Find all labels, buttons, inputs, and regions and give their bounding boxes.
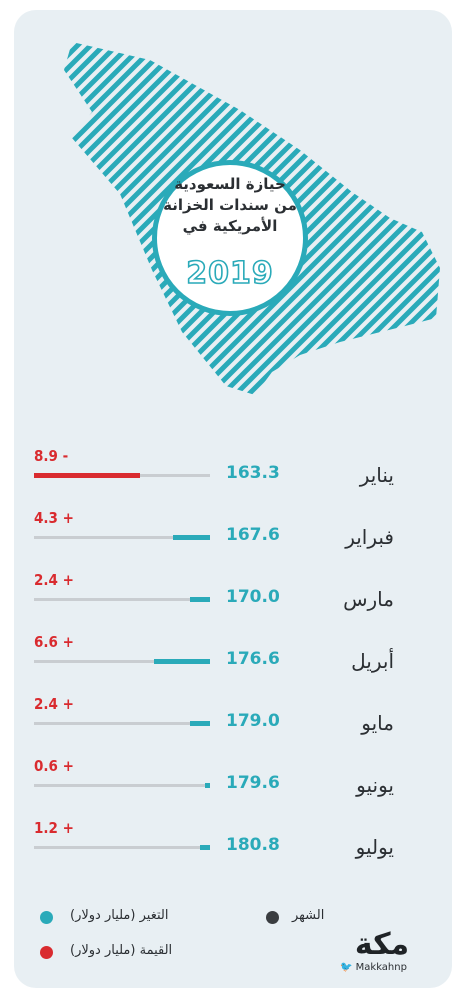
chart-title: حيازة السعودية من سندات الخزانة الأمريكي… xyxy=(162,174,298,237)
map-stripe xyxy=(64,42,86,395)
brand-logo: مكة xyxy=(354,927,410,962)
map-stripe xyxy=(0,0,32,400)
map-stripe xyxy=(0,0,19,400)
map-stripe xyxy=(0,0,45,400)
change-label: 2.4 + xyxy=(34,695,74,713)
change-bar xyxy=(199,845,210,850)
month-label: يناير xyxy=(359,463,394,487)
map-stripe xyxy=(0,0,6,400)
map-stripe xyxy=(234,42,440,395)
bar-track xyxy=(34,660,210,663)
legend-month-label: الشهر xyxy=(292,908,325,923)
map-stripe xyxy=(377,42,440,395)
bar-track xyxy=(34,846,210,849)
map-stripe xyxy=(64,42,190,395)
change-label: 4.3 + xyxy=(34,509,74,527)
title-circle xyxy=(152,160,308,316)
change-label: 0.6 + xyxy=(34,757,74,775)
value-label: 180.8 xyxy=(226,835,280,855)
map-stripe xyxy=(64,42,99,395)
change-label: 8.9 - xyxy=(34,447,69,465)
title-line-3: الأمريكية في xyxy=(182,217,278,235)
chart-row: 0.6 + 179.6 يونيو xyxy=(0,757,462,807)
brand-handle-text: Makkahnp xyxy=(355,962,407,973)
chart-row: 4.3 + 167.6 فبراير xyxy=(0,509,462,559)
map-stripe xyxy=(64,42,151,395)
map-stripe xyxy=(64,42,164,395)
bar-track xyxy=(34,536,210,539)
map-stripe xyxy=(325,42,440,395)
map-stripe xyxy=(143,42,440,395)
value-label: 167.6 xyxy=(226,525,280,545)
change-bar xyxy=(204,783,210,788)
change-bar xyxy=(173,535,210,540)
month-label: مارس xyxy=(343,587,394,611)
legend-value-dot xyxy=(40,946,53,959)
value-label: 163.3 xyxy=(226,463,280,483)
chart-row: 6.6 + 176.6 أبريل xyxy=(0,633,462,683)
chart-row: 1.2 + 180.8 يوليو xyxy=(0,819,462,869)
change-label: 6.6 + xyxy=(34,633,74,651)
value-label: 179.0 xyxy=(226,711,280,731)
month-label: مايو xyxy=(361,711,394,735)
change-bar xyxy=(153,659,210,664)
value-label: 179.6 xyxy=(226,773,280,793)
value-label: 176.6 xyxy=(226,649,280,669)
map-stripe xyxy=(0,0,58,400)
map-stripe xyxy=(429,42,440,395)
map-stripe xyxy=(364,42,440,395)
month-label: يوليو xyxy=(355,835,394,859)
map-stripe xyxy=(64,42,229,395)
map-stripe xyxy=(64,42,112,395)
map-stripe xyxy=(457,0,462,400)
map-stripe xyxy=(351,42,440,395)
bar-track xyxy=(34,598,210,601)
month-label: يونيو xyxy=(356,773,394,797)
month-label: فبراير xyxy=(345,525,394,549)
bar-track xyxy=(34,784,210,787)
map-stripe xyxy=(390,42,440,395)
map-stripe xyxy=(416,42,440,395)
bar-track xyxy=(34,722,210,725)
change-bar xyxy=(189,721,210,726)
twitter-bird-icon: 🐦 xyxy=(340,962,353,973)
map-stripe xyxy=(64,42,73,395)
month-label: أبريل xyxy=(351,649,394,673)
legend-change-label: التغير (مليار دولار) xyxy=(70,908,169,923)
change-label: 2.4 + xyxy=(34,571,74,589)
legend-month-dot xyxy=(266,911,279,924)
title-line-2: من سندات الخزانة xyxy=(163,196,297,214)
map-stripe xyxy=(64,42,177,395)
map-stripe xyxy=(444,0,462,400)
value-label: 170.0 xyxy=(226,587,280,607)
change-bar xyxy=(189,597,210,602)
map-stripe xyxy=(338,42,440,395)
map-stripe xyxy=(64,42,203,395)
map-stripe xyxy=(64,42,138,395)
brand-handle: 🐦 Makkahnp xyxy=(340,962,430,973)
chart-row: 2.4 + 170.0 مارس xyxy=(0,571,462,621)
change-bar xyxy=(34,473,140,478)
chart-row: 2.4 + 179.0 مايو xyxy=(0,695,462,745)
map-stripe xyxy=(156,42,440,395)
map-stripe xyxy=(403,42,440,395)
title-line-1: حيازة السعودية xyxy=(174,175,286,193)
chart-row: 8.9 - 163.3 يناير xyxy=(0,447,462,497)
map-stripe xyxy=(64,42,216,395)
title-year: 2019 xyxy=(185,255,274,292)
legend-change-dot xyxy=(40,911,53,924)
change-label: 1.2 + xyxy=(34,819,74,837)
legend-value-label: القيمة (مليار دولار) xyxy=(70,943,173,958)
map-stripe xyxy=(130,42,440,395)
